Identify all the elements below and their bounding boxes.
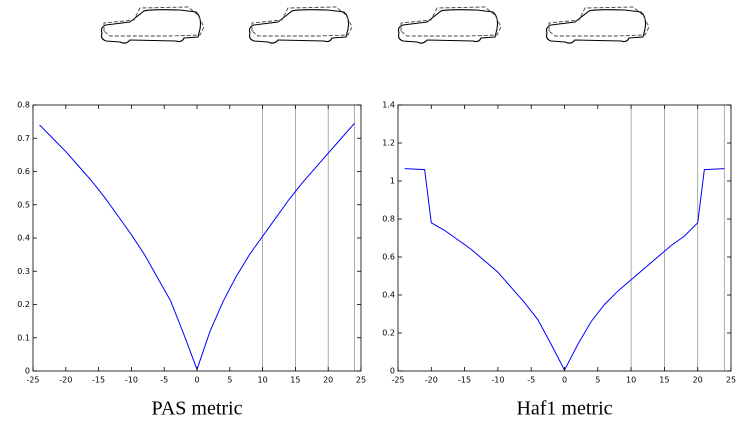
data-line [404, 168, 725, 372]
x-tick-label: 10 [626, 376, 636, 385]
y-tick-label: 0.2 [382, 329, 395, 338]
y-tick-label: 0.6 [382, 253, 395, 262]
x-tick-label: 15 [290, 376, 300, 385]
x-tick-label: -20 [59, 376, 72, 385]
x-tick-label: -25 [391, 376, 404, 385]
y-tick-label: 0 [25, 367, 30, 376]
y-tick-label: 0.2 [17, 300, 30, 309]
chart-caption: PAS metric [152, 398, 243, 420]
x-tick-label: -5 [160, 376, 168, 385]
car-silhouette [100, 6, 205, 44]
x-tick-label: 10 [258, 376, 268, 385]
x-tick-label: -10 [125, 376, 138, 385]
car-silhouette [248, 6, 353, 44]
car-silhouette [397, 6, 502, 44]
x-tick-label: -10 [491, 376, 504, 385]
y-tick-label: 1.4 [382, 101, 395, 110]
x-tick-label: -20 [425, 376, 438, 385]
x-tick-label: 20 [693, 376, 703, 385]
y-tick-label: 1 [390, 177, 395, 186]
y-tick-label: 0 [390, 367, 395, 376]
chart-caption: Haf1 metric [516, 398, 612, 420]
y-tick-label: 0.6 [17, 167, 30, 176]
y-tick-label: 0.7 [17, 134, 30, 143]
x-tick-label: 25 [356, 376, 366, 385]
x-tick-label: 25 [726, 376, 736, 385]
y-tick-label: 1.2 [382, 139, 395, 148]
y-tick-label: 0.3 [17, 267, 30, 276]
x-tick-label: 15 [659, 376, 669, 385]
x-tick-label: 0 [562, 376, 567, 385]
y-tick-label: 0.4 [17, 234, 30, 243]
x-tick-label: -15 [92, 376, 105, 385]
y-tick-label: 0.8 [17, 101, 30, 110]
x-tick-label: -5 [527, 376, 535, 385]
y-tick-label: 0.8 [382, 215, 395, 224]
plot-frame [32, 104, 362, 372]
x-tick-label: -15 [458, 376, 471, 385]
data-line [39, 122, 355, 371]
x-tick-label: 0 [194, 376, 199, 385]
y-tick-label: 0.4 [382, 291, 395, 300]
x-tick-label: 5 [595, 376, 600, 385]
y-tick-label: 0.1 [17, 333, 30, 342]
x-tick-label: 20 [323, 376, 333, 385]
car-silhouette [545, 6, 650, 44]
x-tick-label: 5 [227, 376, 232, 385]
x-tick-label: -25 [26, 376, 39, 385]
y-tick-label: 0.5 [17, 200, 30, 209]
